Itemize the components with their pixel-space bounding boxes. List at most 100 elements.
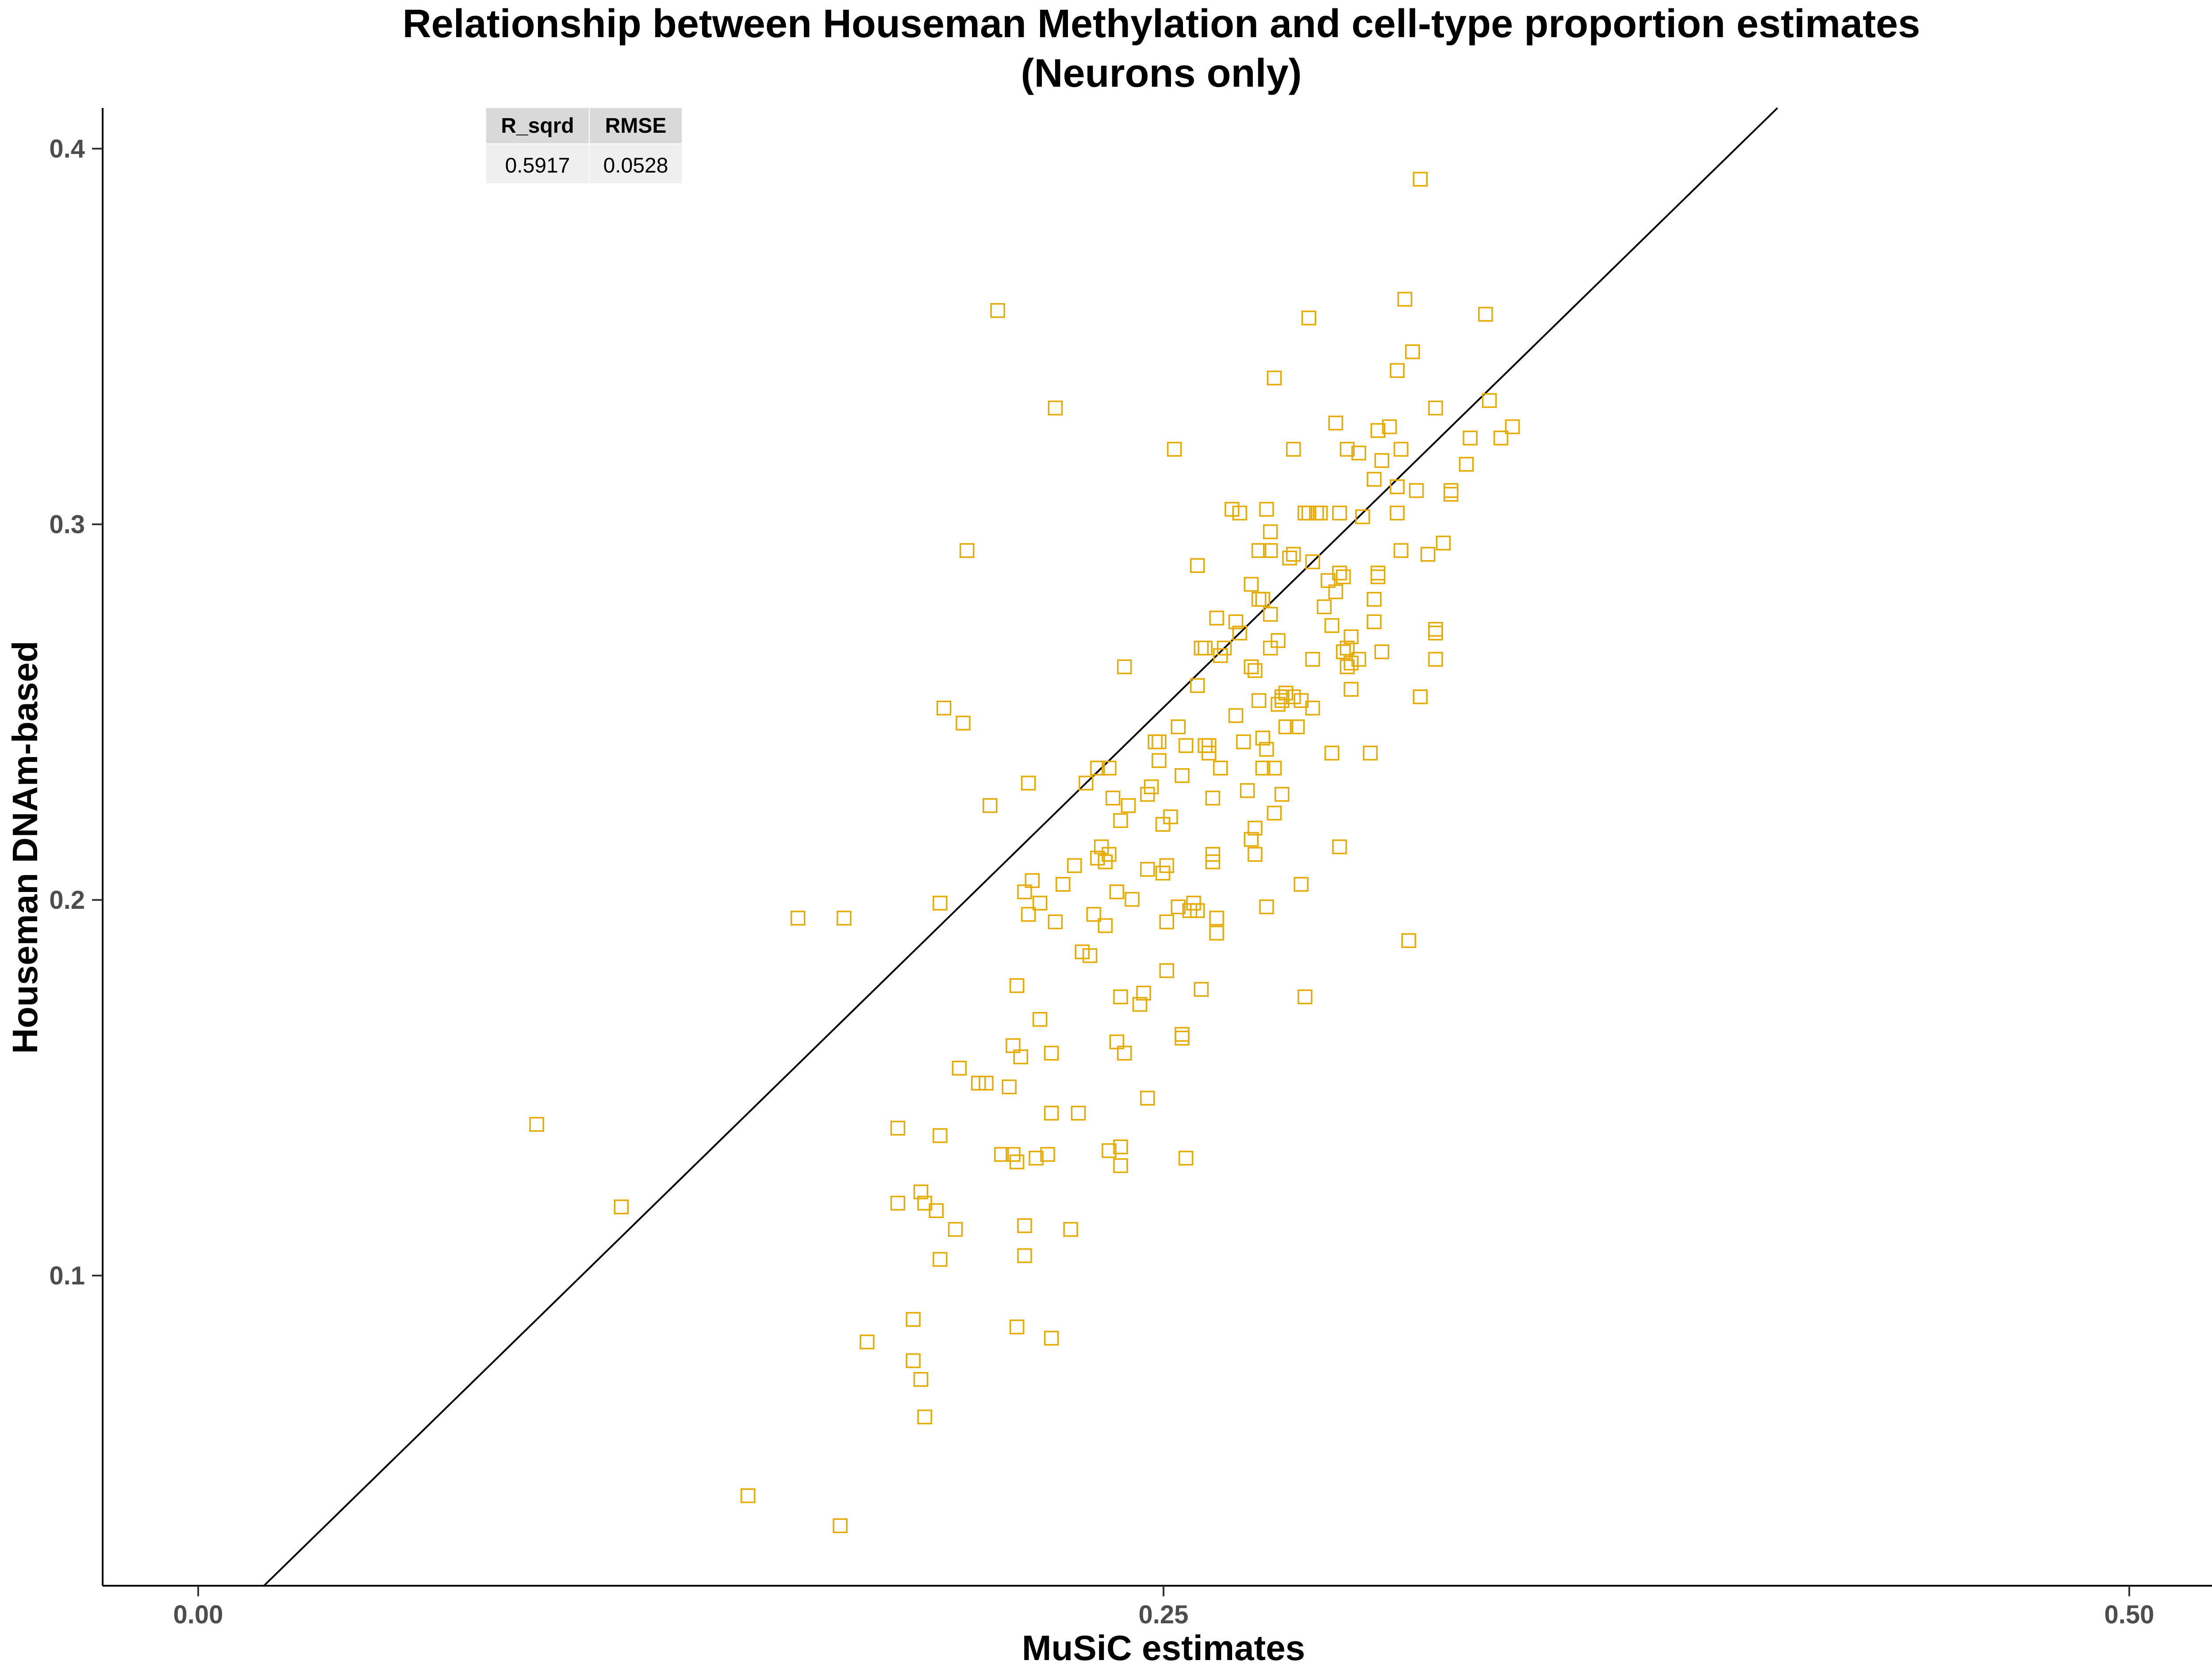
data-point (1351, 446, 1367, 461)
data-point (1144, 779, 1159, 795)
data-point (1113, 1139, 1128, 1154)
data-point (1274, 693, 1290, 708)
data-point (933, 896, 948, 911)
data-point (1167, 442, 1182, 457)
data-point (1263, 524, 1278, 539)
data-point (1178, 738, 1194, 753)
x-axis-title: MuSiC estimates (1022, 1628, 1305, 1668)
data-point (1006, 1038, 1021, 1053)
data-point (1175, 768, 1190, 783)
data-point (1267, 805, 1282, 821)
data-point (614, 1199, 629, 1215)
data-point (1401, 933, 1416, 948)
data-point (1228, 708, 1244, 723)
data-point (1132, 997, 1148, 1012)
data-point (1171, 899, 1186, 915)
data-point (1244, 659, 1259, 674)
data-point (1002, 1079, 1017, 1095)
data-point (1344, 655, 1359, 671)
data-point (1321, 573, 1336, 588)
data-point (1032, 1012, 1048, 1027)
data-point (1263, 640, 1278, 656)
data-point (1282, 550, 1297, 566)
data-point (1029, 1150, 1044, 1166)
identity-reference-line (263, 107, 1778, 1587)
data-point (1259, 502, 1274, 517)
data-point (1159, 858, 1174, 873)
data-point (1240, 783, 1255, 798)
data-point (1409, 483, 1424, 498)
x-tick-label: 0.25 (1139, 1600, 1189, 1629)
data-point (1493, 430, 1509, 446)
data-point (1236, 734, 1251, 750)
data-point (1324, 746, 1340, 761)
data-point (1205, 847, 1221, 862)
data-point (1263, 543, 1278, 558)
data-point (890, 1121, 906, 1136)
data-point (1390, 363, 1405, 378)
data-point (1205, 791, 1221, 806)
data-point (913, 1372, 929, 1387)
data-point (1209, 611, 1224, 626)
x-tick-label: 0.50 (2104, 1600, 2154, 1629)
data-point (1152, 753, 1167, 768)
data-point (1413, 172, 1428, 187)
data-point (1109, 884, 1125, 899)
data-point (1317, 599, 1332, 615)
data-point (1394, 442, 1409, 457)
data-point (1340, 640, 1355, 656)
data-point (1213, 761, 1228, 776)
data-point (1025, 873, 1040, 888)
data-point (917, 1195, 932, 1211)
data-point (952, 1061, 967, 1076)
data-point (933, 1252, 948, 1267)
data-point (1332, 505, 1347, 521)
data-point (1186, 896, 1201, 911)
x-tick-label: 0.00 (173, 1600, 223, 1629)
data-point (1055, 877, 1071, 892)
data-point (1251, 693, 1267, 708)
data-point (1267, 761, 1282, 776)
stats-header-rsqrd: R_sqrd (501, 114, 574, 138)
data-point (913, 1184, 929, 1199)
plot-area: R_sqrd RMSE 0.5917 0.0528 0.00 0.25 0.50… (49, 107, 2212, 1629)
data-point (1021, 907, 1036, 922)
data-point (1478, 307, 1493, 322)
data-point (971, 1076, 986, 1091)
data-point (1459, 457, 1474, 472)
data-point (1255, 730, 1271, 746)
data-point (1405, 344, 1420, 359)
stats-table: R_sqrd RMSE 0.5917 0.0528 (486, 108, 682, 183)
y-tick-label: 0.2 (49, 886, 85, 915)
data-point (1248, 820, 1263, 836)
data-point (1102, 761, 1117, 776)
y-tick-label: 0.1 (49, 1261, 85, 1290)
data-point (1009, 1154, 1025, 1169)
data-point (1136, 985, 1151, 1001)
data-point (1217, 640, 1232, 656)
data-point (1420, 547, 1436, 562)
data-point (1428, 622, 1443, 637)
data-point (936, 700, 952, 716)
data-point (837, 911, 852, 926)
data-point (1367, 592, 1382, 607)
data-point (1175, 1030, 1190, 1046)
data-point (1324, 618, 1340, 633)
data-point (1159, 914, 1174, 930)
data-point (1086, 907, 1101, 922)
data-point (1063, 1222, 1078, 1237)
data-point (979, 1076, 994, 1091)
data-point (833, 1518, 848, 1534)
data-point (1397, 292, 1413, 307)
stats-value-rmse-cell (590, 144, 682, 183)
data-point (1117, 659, 1132, 674)
data-point (1113, 1158, 1128, 1173)
data-point (917, 1409, 932, 1425)
data-point (1340, 442, 1355, 457)
data-point (1274, 787, 1290, 802)
data-point (1374, 453, 1390, 468)
data-point (1351, 652, 1367, 667)
data-point (1021, 776, 1036, 791)
stats-value-rsqrd: 0.5917 (505, 154, 570, 177)
